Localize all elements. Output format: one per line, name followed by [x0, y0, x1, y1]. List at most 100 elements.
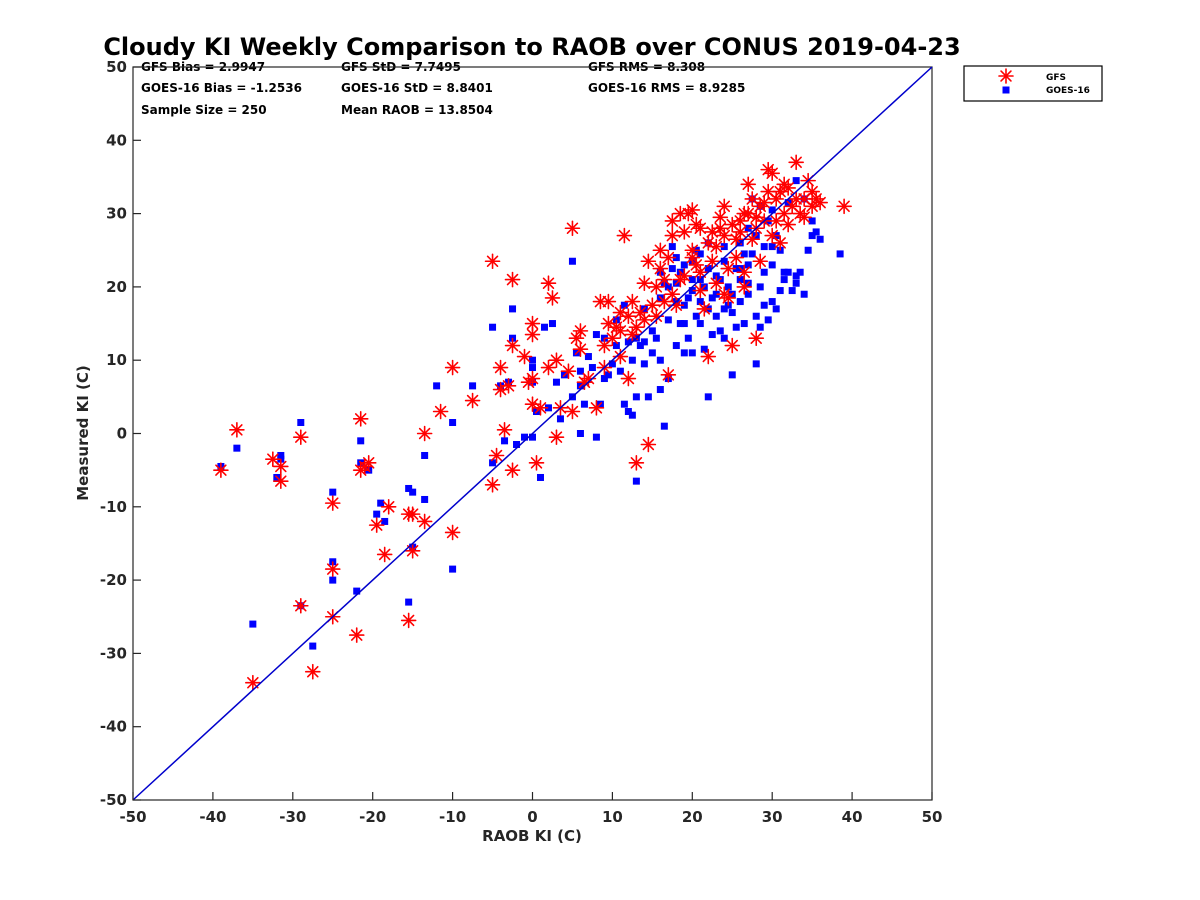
gfs-point — [664, 286, 681, 303]
gfs-point — [624, 326, 641, 343]
gfs-point — [636, 275, 653, 292]
y-tick-label: 40 — [106, 131, 127, 149]
gfs-point — [720, 260, 737, 277]
legend-label-gfs: GFS — [1046, 73, 1066, 83]
gfs-point — [560, 363, 577, 379]
gfs-point — [488, 447, 505, 464]
goes16-point — [405, 598, 413, 606]
goes16-point — [704, 265, 712, 273]
goes16-point — [708, 331, 716, 339]
gfs-point — [676, 268, 693, 284]
goes16-point — [489, 459, 497, 467]
x-tick-label: 40 — [842, 808, 863, 826]
gfs-point — [540, 275, 557, 292]
gfs-point — [600, 315, 617, 332]
goes16-point — [297, 419, 305, 427]
gfs-point — [736, 279, 753, 295]
one-to-one-line — [132, 66, 933, 801]
goes16-point — [784, 268, 792, 276]
gfs-point — [744, 231, 761, 248]
goes16-point — [329, 576, 337, 584]
goes16-point — [548, 320, 556, 328]
goes16-point — [604, 371, 612, 379]
gfs-point — [524, 370, 541, 387]
goes16-point — [409, 488, 417, 496]
goes16-point — [668, 265, 676, 273]
gfs-point — [273, 473, 289, 489]
stat-text: Mean RAOB = 13.8504 — [341, 103, 493, 117]
gfs-point — [804, 183, 820, 200]
legend-label-goes16: GOES-16 — [1046, 86, 1090, 96]
legend: GFS GOES-16 — [963, 65, 1103, 102]
goes16-point — [736, 276, 744, 284]
goes16-point — [529, 433, 536, 441]
gfs-point — [229, 422, 245, 438]
goes16-point — [680, 349, 688, 357]
goes16-point — [680, 301, 688, 309]
gfs-point — [688, 216, 705, 233]
gfs-point — [640, 253, 657, 270]
goes16-point — [672, 342, 680, 350]
stat-text: GOES-16 Bias = -1.2536 — [141, 81, 302, 95]
gfs-point — [572, 323, 589, 339]
gfs-point — [716, 198, 733, 215]
goes16-point — [381, 517, 389, 525]
gfs-point — [748, 330, 765, 347]
goes16-point — [836, 250, 844, 258]
goes16-point — [688, 276, 696, 284]
goes16-point — [624, 338, 632, 346]
gfs-point — [768, 191, 784, 207]
goes16-point — [740, 250, 748, 258]
goes16-point — [592, 331, 600, 339]
goes16-point — [656, 386, 664, 394]
gfs-point — [664, 227, 681, 244]
goes16-point — [652, 334, 660, 342]
gfs-point — [720, 290, 737, 306]
goes16-point — [588, 364, 596, 372]
gfs-point — [292, 597, 309, 614]
gfs-point — [464, 392, 481, 409]
stat-text: GOES-16 StD = 8.8401 — [341, 81, 493, 95]
gfs-point — [588, 400, 605, 416]
goes16-point — [568, 257, 576, 265]
gfs-point — [676, 224, 693, 240]
goes16-point — [760, 268, 768, 276]
goes16-point — [724, 283, 732, 291]
goes16-point — [489, 323, 497, 331]
goes16-point — [740, 320, 748, 328]
goes16-point — [249, 620, 257, 628]
gfs-point — [748, 209, 765, 226]
goes16-point — [421, 451, 429, 459]
goes16-point — [744, 290, 752, 298]
gfs-point — [756, 194, 773, 211]
x-tick-label: -20 — [359, 808, 386, 826]
goes16-point — [660, 422, 668, 430]
goes16-point — [720, 334, 728, 342]
gfs-point — [532, 400, 549, 416]
gfs-point — [404, 542, 421, 559]
gfs-point — [504, 337, 521, 354]
goes16-point — [808, 217, 816, 225]
goes16-point — [636, 342, 644, 350]
stats-text: GFS Bias = 2.9947 GFS StD = 7.7495 GFS RMS… — [141, 60, 745, 117]
gfs-point — [616, 227, 633, 244]
goes16-point — [764, 316, 772, 324]
gfs-point — [656, 271, 673, 288]
goes16-point — [792, 272, 800, 280]
legend-goes16-square — [1002, 86, 1010, 94]
gfs-point — [496, 422, 513, 438]
stat-text: Sample Size = 250 — [141, 103, 267, 117]
gfs-point — [564, 220, 581, 237]
gfs-point — [652, 260, 669, 277]
goes16-point — [277, 451, 285, 459]
goes16-point — [676, 320, 684, 328]
goes16-point — [684, 334, 692, 342]
gfs-point — [612, 323, 629, 339]
goes16-point — [584, 353, 592, 361]
x-tick-label: 50 — [922, 808, 943, 826]
x-tick-label: -30 — [279, 808, 306, 826]
gfs-point — [416, 425, 433, 442]
gfs-point — [500, 378, 517, 394]
goes16-point — [632, 477, 640, 485]
